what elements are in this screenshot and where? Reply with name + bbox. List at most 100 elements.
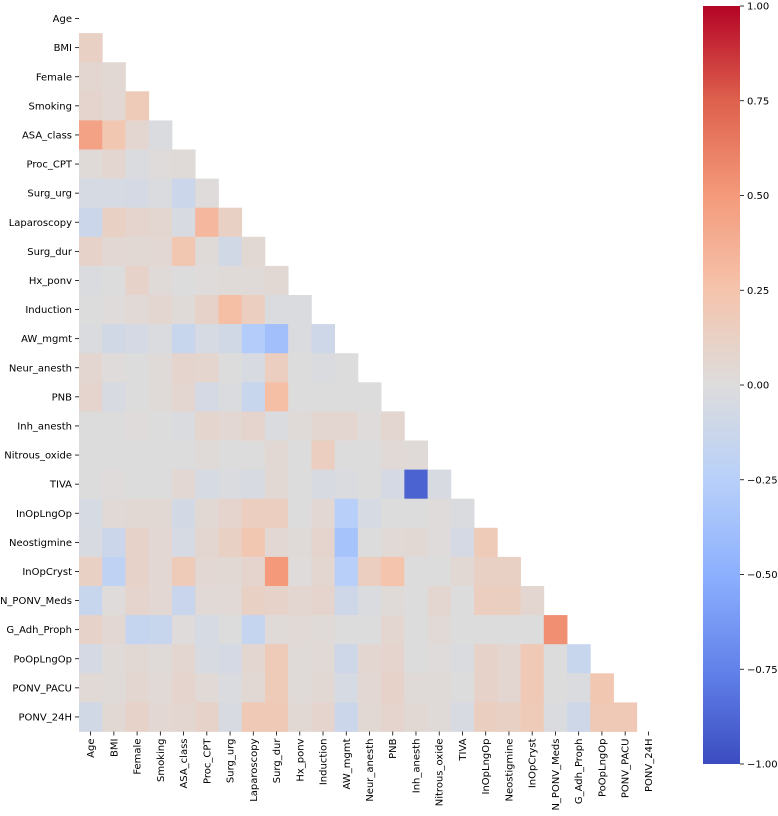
- cell-Surg_dur-Smoking: [148, 236, 173, 267]
- cell-TIVA-BMI: [102, 469, 126, 500]
- cell-G_Adh_Proph-Neur_anesth: [357, 615, 382, 645]
- cell-Inh_anesth-Smoking: [148, 411, 173, 441]
- cell-Surg_urg-ASA_class: [171, 178, 196, 209]
- cell-PoOpLngOp-Female: [125, 644, 150, 674]
- cell-InOpCryst-Female: [125, 556, 150, 587]
- cell-Laparoscopy-Age: [79, 207, 103, 238]
- colorbar-tick-label: −0.75: [747, 665, 778, 676]
- cell-Hx_ponv-Laparoscopy: [241, 265, 266, 296]
- cell-AW_mgmt-Hx_ponv: [288, 324, 312, 354]
- cell-TIVA-AW_mgmt: [334, 469, 359, 500]
- cell-ASA_class-Female: [125, 120, 150, 150]
- x-label-Neur_anesth: Neur_anesth: [365, 739, 376, 802]
- y-label-Female: Female: [36, 72, 72, 83]
- cell-TIVA-Inh_anesth: [404, 469, 428, 500]
- cell-InOpCryst-Smoking: [148, 556, 173, 587]
- y-label-Nitrous_oxide: Nitrous_oxide: [4, 451, 72, 462]
- cell-Smoking-BMI: [102, 91, 126, 121]
- cell-PNB-Laparoscopy: [241, 382, 266, 412]
- cell-PNB-Surg_dur: [264, 382, 289, 412]
- cell-TIVA-Proc_CPT: [195, 469, 219, 500]
- cell-Nitrous_oxide-Age: [79, 440, 103, 470]
- x-label-Induction: Induction: [319, 739, 330, 786]
- x-label-PONV_24H: PONV_24H: [644, 739, 655, 792]
- cell-TIVA-Surg_dur: [264, 469, 289, 500]
- colorbar-tick-label: −1.00: [747, 760, 778, 771]
- cell-G_Adh_Proph-Smoking: [148, 615, 173, 645]
- cell-PONV_24H-Female: [125, 702, 150, 732]
- cell-G_Adh_Proph-Hx_ponv: [288, 615, 312, 645]
- x-label-TIVA: TIVA: [458, 738, 469, 761]
- cell-Neur_anesth-BMI: [102, 353, 126, 383]
- cell-InOpCryst-Hx_ponv: [288, 556, 312, 587]
- cell-Induction-Surg_dur: [264, 295, 289, 325]
- cell-PoOpLngOp-Smoking: [148, 644, 173, 674]
- cell-PONV_24H-Induction: [311, 702, 336, 732]
- y-label-BMI: BMI: [54, 43, 72, 54]
- cell-Neur_anesth-Surg_urg: [218, 353, 243, 383]
- cell-N_PONV_Meds-Neur_anesth: [357, 586, 382, 616]
- cell-Inh_anesth-BMI: [102, 411, 126, 441]
- cell-PoOpLngOp-Hx_ponv: [288, 644, 312, 674]
- cell-AW_mgmt-BMI: [102, 324, 126, 354]
- cell-InOpCryst-Proc_CPT: [195, 556, 219, 587]
- cell-Hx_ponv-Smoking: [148, 265, 173, 296]
- cell-PONV_24H-BMI: [102, 702, 126, 732]
- cell-PONV_24H-ASA_class: [171, 702, 196, 732]
- cell-InOpLngOp-Age: [79, 498, 103, 529]
- cell-Hx_ponv-Surg_urg: [218, 265, 243, 296]
- cell-PONV_24H-Hx_ponv: [288, 702, 312, 732]
- cell-PONV_PACU-Nitrous_oxide: [427, 673, 452, 703]
- cell-InOpLngOp-Female: [125, 498, 150, 529]
- y-label-Hx_ponv: Hx_ponv: [29, 276, 72, 287]
- cell-InOpCryst-AW_mgmt: [334, 556, 359, 587]
- cell-PONV_PACU-Female: [125, 673, 150, 703]
- cell-TIVA-Surg_urg: [218, 469, 243, 500]
- cell-Hx_ponv-Female: [125, 265, 150, 296]
- cell-PONV_PACU-Induction: [311, 673, 336, 703]
- cell-PNB-ASA_class: [171, 382, 196, 412]
- cell-InOpLngOp-BMI: [102, 498, 126, 529]
- cell-AW_mgmt-Surg_urg: [218, 324, 243, 354]
- cell-G_Adh_Proph-InOpLngOp: [474, 615, 498, 645]
- cell-InOpCryst-Neostigmine: [497, 556, 521, 587]
- y-label-Neostigmine: Neostigmine: [9, 538, 72, 549]
- cell-Proc_CPT-Age: [79, 149, 103, 179]
- cell-PNB-Smoking: [148, 382, 173, 412]
- cell-PoOpLngOp-Surg_urg: [218, 644, 243, 674]
- cell-N_PONV_Meds-Proc_CPT: [195, 586, 219, 616]
- cell-G_Adh_Proph-TIVA: [450, 615, 475, 645]
- y-label-Proc_CPT: Proc_CPT: [27, 160, 73, 171]
- cell-Neur_anesth-Age: [79, 353, 103, 383]
- cell-TIVA-Smoking: [148, 469, 173, 500]
- cell-PoOpLngOp-Nitrous_oxide: [427, 644, 452, 674]
- cell-N_PONV_Meds-Smoking: [148, 586, 173, 616]
- cell-PONV_PACU-Surg_dur: [264, 673, 289, 703]
- cell-PONV_24H-PONV_PACU: [613, 702, 638, 732]
- y-label-Surg_dur: Surg_dur: [27, 247, 73, 258]
- cell-PONV_24H-PNB: [381, 702, 405, 732]
- cell-PNB-Female: [125, 382, 150, 412]
- cell-Neostigmine-AW_mgmt: [334, 527, 359, 558]
- cell-TIVA-Female: [125, 469, 150, 500]
- cell-Surg_dur-Proc_CPT: [195, 236, 219, 267]
- cell-PONV_PACU-N_PONV_Meds: [543, 673, 568, 703]
- cell-Nitrous_oxide-Inh_anesth: [404, 440, 428, 470]
- cell-Inh_anesth-Induction: [311, 411, 336, 441]
- cell-PONV_PACU-InOpCryst: [520, 673, 545, 703]
- cell-Proc_CPT-Smoking: [148, 149, 173, 179]
- cell-Hx_ponv-Proc_CPT: [195, 265, 219, 296]
- cell-Nitrous_oxide-Laparoscopy: [241, 440, 266, 470]
- cell-InOpLngOp-Neur_anesth: [357, 498, 382, 529]
- colorbar-tick-label: 0.50: [747, 191, 769, 202]
- cell-PoOpLngOp-InOpLngOp: [474, 644, 498, 674]
- cell-PNB-Proc_CPT: [195, 382, 219, 412]
- cell-PoOpLngOp-Laparoscopy: [241, 644, 266, 674]
- cell-Surg_dur-ASA_class: [171, 236, 196, 267]
- cell-PONV_24H-PoOpLngOp: [590, 702, 614, 732]
- cell-Neostigmine-Induction: [311, 527, 336, 558]
- cell-N_PONV_Meds-InOpLngOp: [474, 586, 498, 616]
- colorbar-ticks: 1.00 0.75 0.50 0.25 0.00 −0.25 −0.50 −0.75 −1.00: [740, 2, 778, 771]
- cell-PONV_24H-Proc_CPT: [195, 702, 219, 732]
- cell-Inh_anesth-Hx_ponv: [288, 411, 312, 441]
